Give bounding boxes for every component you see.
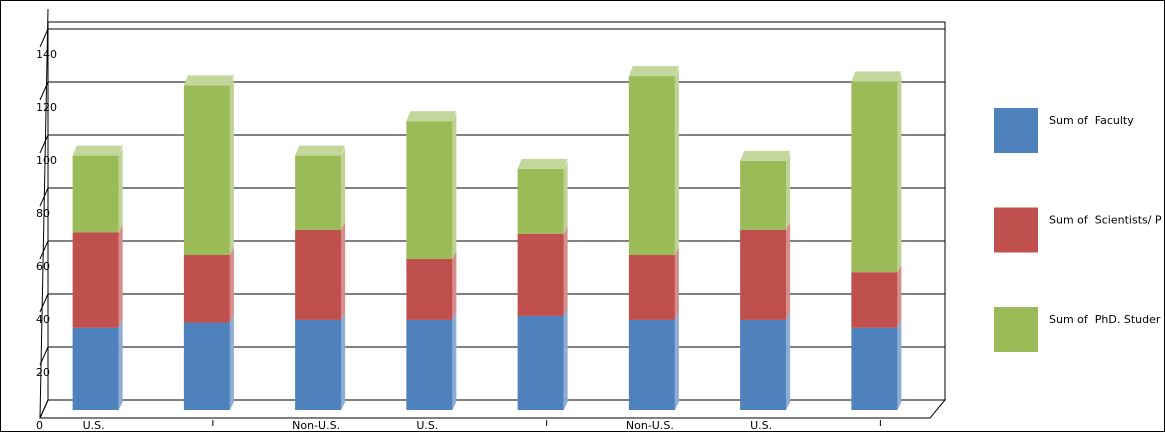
bar-side bbox=[452, 113, 457, 259]
grid-line-side bbox=[39, 293, 49, 313]
x-tick-label: U.S. bbox=[416, 419, 438, 432]
floor bbox=[39, 399, 947, 419]
bar bbox=[72, 327, 119, 410]
y-tick-label: 20 bbox=[36, 366, 50, 379]
bar-top bbox=[628, 66, 679, 77]
bar-side bbox=[563, 225, 568, 316]
bar-side bbox=[897, 73, 902, 273]
bar-side bbox=[563, 160, 568, 234]
y-tick-label: 40 bbox=[36, 313, 50, 326]
y-tick-label: 100 bbox=[36, 154, 57, 167]
grid-line-side bbox=[39, 81, 49, 101]
y-axis bbox=[39, 8, 49, 419]
bar bbox=[183, 322, 230, 410]
bar bbox=[295, 155, 342, 230]
bar bbox=[851, 272, 898, 328]
legend-swatch bbox=[994, 207, 1038, 253]
bar bbox=[295, 319, 342, 410]
legend: Sum of Faculty Sum of Scientists/ P Sum of… bbox=[994, 108, 1162, 352]
bar bbox=[740, 229, 787, 320]
bar-top bbox=[406, 111, 457, 122]
bar bbox=[740, 160, 787, 230]
back-wall bbox=[47, 21, 946, 401]
bar-side bbox=[229, 314, 234, 410]
bar-side bbox=[674, 68, 679, 255]
bar-side bbox=[118, 319, 123, 410]
bar bbox=[628, 319, 675, 410]
bar-side bbox=[118, 147, 123, 233]
bar-top bbox=[183, 75, 234, 86]
bar-side bbox=[563, 307, 568, 410]
bar-side bbox=[452, 311, 457, 410]
bar-side bbox=[341, 311, 346, 410]
x-tick-label: U.S. bbox=[750, 419, 772, 432]
grid-line-side bbox=[39, 346, 49, 366]
bar-top bbox=[295, 145, 346, 156]
bar bbox=[517, 233, 564, 316]
bar bbox=[183, 85, 230, 255]
y-tick-label: 120 bbox=[36, 101, 57, 114]
legend-swatch bbox=[994, 307, 1038, 352]
bar bbox=[517, 168, 564, 234]
bar bbox=[183, 254, 230, 323]
bar bbox=[72, 232, 119, 328]
bar bbox=[295, 229, 342, 320]
bar bbox=[72, 155, 119, 233]
bar bbox=[628, 254, 675, 320]
bar bbox=[517, 315, 564, 410]
bar bbox=[406, 319, 453, 410]
bar-top bbox=[72, 145, 123, 156]
grid-line-side bbox=[39, 134, 49, 154]
bar-side bbox=[674, 311, 679, 410]
grid-line-side bbox=[39, 187, 49, 207]
bar-side bbox=[786, 152, 791, 230]
bar-side bbox=[674, 246, 679, 320]
bar-top bbox=[740, 150, 791, 161]
legend-label: Sum of PhD. Studer bbox=[1049, 313, 1161, 326]
y-tick-label: 0 bbox=[36, 419, 43, 432]
legend-swatch bbox=[994, 108, 1038, 153]
bar-side bbox=[229, 246, 234, 323]
bar-side bbox=[341, 221, 346, 320]
grid-line-side bbox=[39, 28, 49, 48]
bar-side bbox=[118, 224, 123, 328]
grid-line-side bbox=[39, 240, 49, 260]
bar-side bbox=[229, 77, 234, 255]
bar-side bbox=[897, 319, 902, 410]
y-tick-label: 60 bbox=[36, 260, 50, 273]
bar bbox=[406, 258, 453, 320]
y-tick-label: 80 bbox=[36, 207, 50, 220]
bar-side bbox=[786, 311, 791, 410]
y-tick-label: 140 bbox=[36, 48, 57, 61]
x-tick-label: Non-U.S. bbox=[626, 419, 674, 432]
bar-top bbox=[851, 71, 902, 82]
bar bbox=[406, 121, 453, 259]
grid-line-side bbox=[39, 399, 49, 419]
bar-side bbox=[897, 264, 902, 328]
bar-side bbox=[786, 221, 791, 320]
x-tick-label: Non-U.S. bbox=[292, 419, 340, 432]
bar-side bbox=[341, 147, 346, 230]
bar-side bbox=[452, 250, 457, 320]
legend-label: Sum of Scientists/ P bbox=[1049, 214, 1162, 227]
bar bbox=[851, 327, 898, 410]
bar bbox=[628, 76, 675, 255]
bar bbox=[740, 319, 787, 410]
x-tick-label: U.S. bbox=[83, 419, 105, 432]
bar bbox=[851, 81, 898, 273]
bar-top bbox=[517, 158, 568, 169]
legend-label: Sum of Faculty bbox=[1049, 114, 1134, 127]
